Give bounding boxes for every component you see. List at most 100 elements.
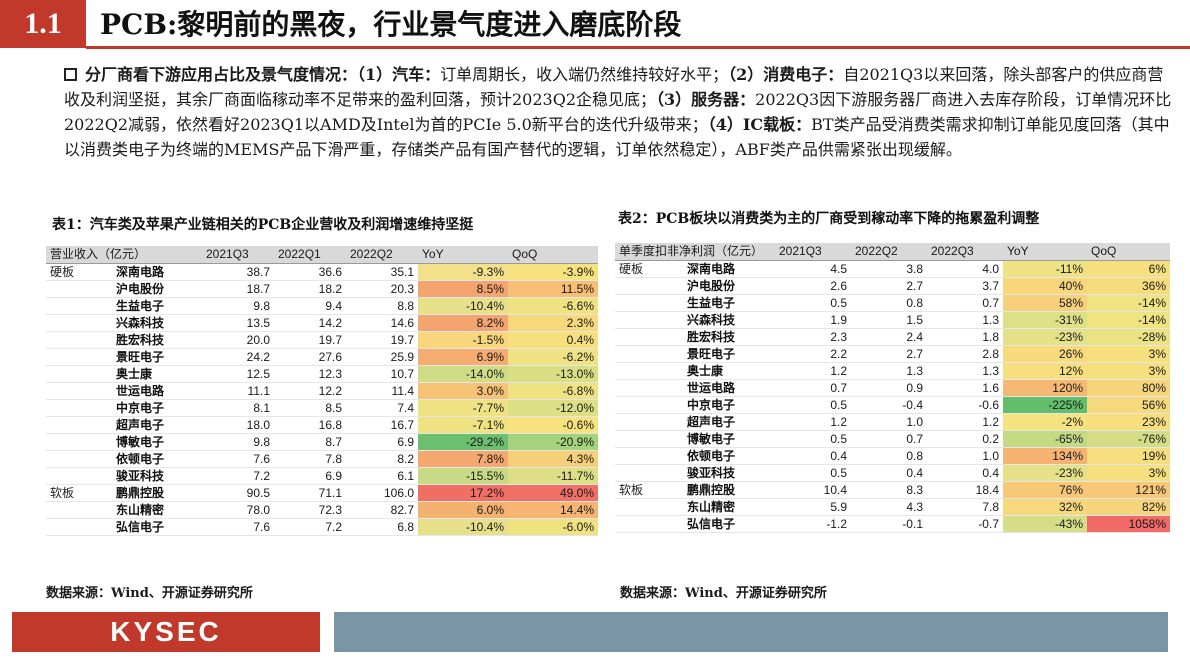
column-header: 单季度扣非净利润（亿元） xyxy=(615,243,775,261)
table1-title: 表1：汽车类及苹果产业链相关的PCB企业营收及利润增速维持坚挺 xyxy=(52,217,474,233)
value-cell: 8.5 xyxy=(274,399,346,417)
column-header: 2022Q1 xyxy=(274,246,346,264)
summary-auto-text: 订单周期长，收入端仍然维持较好水平； xyxy=(440,65,729,84)
yoy-cell: -10.4% xyxy=(418,518,508,536)
value-cell: -0.4 xyxy=(851,396,927,414)
table-row: 软板 鹏鼎控股 90.5 71.1 106.0 17.2% 49.0% xyxy=(46,484,598,502)
qoq-cell: 0.4% xyxy=(508,331,598,349)
yoy-cell: -11% xyxy=(1003,260,1087,278)
qoq-cell: 11.5% xyxy=(508,280,598,298)
yoy-cell: 40% xyxy=(1003,277,1087,295)
company-cell: 深南电路 xyxy=(112,263,202,281)
value-cell: 6.9 xyxy=(346,433,418,451)
qoq-cell: 121% xyxy=(1087,481,1170,499)
segment-cell xyxy=(615,311,683,329)
yoy-cell: 6.9% xyxy=(418,348,508,366)
segment-cell xyxy=(615,345,683,363)
company-cell: 中京电子 xyxy=(683,396,775,414)
company-cell: 胜宏科技 xyxy=(683,328,775,346)
column-header: 2021Q3 xyxy=(775,243,851,261)
qoq-cell: -3.9% xyxy=(508,263,598,281)
value-cell: 8.1 xyxy=(202,399,274,417)
segment-cell xyxy=(46,433,112,451)
value-cell: 16.7 xyxy=(346,416,418,434)
value-cell: 4.3 xyxy=(851,498,927,516)
qoq-cell: -6.6% xyxy=(508,297,598,315)
table-row: 生益电子 0.5 0.8 0.7 58% -14% xyxy=(615,294,1170,312)
value-cell: 0.2 xyxy=(927,430,1003,448)
value-cell: 9.8 xyxy=(202,433,274,451)
value-cell: 1.8 xyxy=(927,328,1003,346)
value-cell: 6.8 xyxy=(346,518,418,536)
segment-cell xyxy=(615,430,683,448)
value-cell: 1.0 xyxy=(927,447,1003,465)
checkbox-bullet-icon xyxy=(64,68,77,81)
yoy-cell: 6.0% xyxy=(418,501,508,519)
qoq-cell: 3% xyxy=(1087,345,1170,363)
value-cell: 1.5 xyxy=(851,311,927,329)
table-row: 超声电子 18.0 16.8 16.7 -7.1% -0.6% xyxy=(46,416,598,434)
qoq-cell: -6.2% xyxy=(508,348,598,366)
value-cell: 1.2 xyxy=(927,413,1003,431)
value-cell: 1.2 xyxy=(775,413,851,431)
table-row: 世运电路 11.1 12.2 11.4 3.0% -6.8% xyxy=(46,382,598,400)
summary-consumer-label: （2）消费电子： xyxy=(728,65,844,84)
company-cell: 骏亚科技 xyxy=(683,464,775,482)
value-cell: 8.7 xyxy=(274,433,346,451)
table-header-row: 营业收入（亿元） 2021Q3 2022Q1 2022Q2 YoY QoQ xyxy=(46,246,598,264)
value-cell: 0.4 xyxy=(927,464,1003,482)
segment-cell xyxy=(46,331,112,349)
company-cell: 超声电子 xyxy=(683,413,775,431)
value-cell: 11.4 xyxy=(346,382,418,400)
company-cell: 骏亚科技 xyxy=(112,467,202,485)
yoy-cell: -23% xyxy=(1003,328,1087,346)
company-cell: 世运电路 xyxy=(683,379,775,397)
qoq-cell: -6.0% xyxy=(508,518,598,536)
table-row: 硬板 深南电路 38.7 36.6 35.1 -9.3% -3.9% xyxy=(46,263,598,281)
value-cell: 0.5 xyxy=(775,294,851,312)
yoy-cell: -9.3% xyxy=(418,263,508,281)
table-row: 依顿电子 7.6 7.8 8.2 7.8% 4.3% xyxy=(46,450,598,468)
value-cell: 20.3 xyxy=(346,280,418,298)
table-row: 博敏电子 0.5 0.7 0.2 -65% -76% xyxy=(615,430,1170,448)
value-cell: 82.7 xyxy=(346,501,418,519)
company-cell: 弘信电子 xyxy=(683,515,775,533)
company-cell: 依顿电子 xyxy=(683,447,775,465)
value-cell: -1.2 xyxy=(775,515,851,533)
yoy-cell: 134% xyxy=(1003,447,1087,465)
qoq-cell: 36% xyxy=(1087,277,1170,295)
segment-cell xyxy=(615,277,683,295)
value-cell: 27.6 xyxy=(274,348,346,366)
revenue-table: 营业收入（亿元） 2021Q3 2022Q1 2022Q2 YoY QoQ 硬板 深南电路 3… xyxy=(46,246,598,536)
segment-cell xyxy=(46,518,112,536)
table2-title: 表2：PCB板块以消费类为主的厂商受到稼动率下降的拖累盈利调整 xyxy=(618,211,1040,227)
qoq-cell: 82% xyxy=(1087,498,1170,516)
value-cell: 12.2 xyxy=(274,382,346,400)
value-cell: 1.3 xyxy=(851,362,927,380)
profit-table: 单季度扣非净利润（亿元） 2021Q3 2022Q2 2022Q3 YoY QoQ 硬板深… xyxy=(615,243,1170,533)
yoy-cell: 17.2% xyxy=(418,484,508,502)
value-cell: 19.7 xyxy=(346,331,418,349)
company-cell: 鹏鼎控股 xyxy=(112,484,202,502)
yoy-cell: -14.0% xyxy=(418,365,508,383)
value-cell: 2.7 xyxy=(851,277,927,295)
column-header: YoY xyxy=(418,246,508,264)
value-cell: 0.7 xyxy=(775,379,851,397)
yoy-cell: -225% xyxy=(1003,396,1087,414)
value-cell: 2.8 xyxy=(927,345,1003,363)
yoy-cell: -15.5% xyxy=(418,467,508,485)
company-cell: 世运电路 xyxy=(112,382,202,400)
yoy-cell: -43% xyxy=(1003,515,1087,533)
yoy-cell: 120% xyxy=(1003,379,1087,397)
segment-cell xyxy=(46,365,112,383)
table-row: 弘信电子 -1.2 -0.1 -0.7 -43% 1058% xyxy=(615,515,1170,533)
value-cell: 12.3 xyxy=(274,365,346,383)
column-header: QoQ xyxy=(508,246,598,264)
company-cell: 中京电子 xyxy=(112,399,202,417)
column-header: 2021Q3 xyxy=(202,246,274,264)
value-cell: 16.8 xyxy=(274,416,346,434)
yoy-cell: 58% xyxy=(1003,294,1087,312)
value-cell: 8.2 xyxy=(346,450,418,468)
qoq-cell: 2.3% xyxy=(508,314,598,332)
qoq-cell: 56% xyxy=(1087,396,1170,414)
